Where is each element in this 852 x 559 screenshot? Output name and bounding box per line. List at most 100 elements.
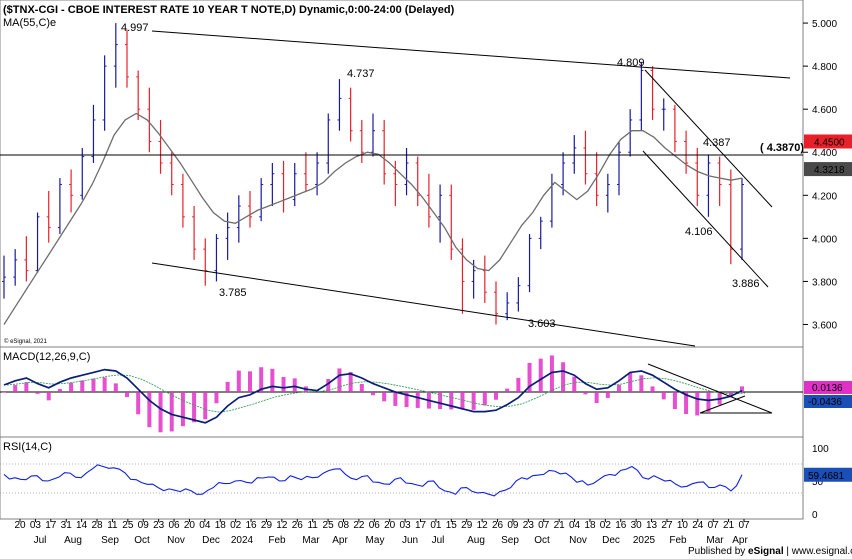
x-month-label: Nov — [569, 535, 587, 546]
price-bar — [583, 130, 588, 185]
macd-hist-bar — [527, 362, 532, 392]
macd-hist-bar — [605, 392, 610, 398]
macd-hist-bar — [91, 378, 96, 392]
price-bar — [684, 130, 689, 174]
macd-hist-bar — [192, 392, 197, 423]
x-tick-label: 07 — [708, 520, 720, 531]
price-bar — [147, 87, 152, 153]
price-tick-0: 5.000 — [812, 19, 837, 30]
x-tick-label: 16 — [246, 520, 258, 531]
macd-hist-bar — [706, 392, 711, 412]
macd-hist-bar — [482, 392, 487, 406]
price-tick-7: 3.600 — [812, 320, 837, 331]
macd-badge-2: -0.0436 — [804, 395, 852, 408]
x-month-label: Sep — [501, 535, 519, 546]
x-tick-label: 03 — [30, 520, 42, 531]
macd-hist-bar — [583, 392, 588, 395]
price-bar — [69, 169, 74, 213]
annotation-high-3: 4.809 — [617, 57, 645, 69]
x-tick-label: 10 — [677, 520, 689, 531]
annotation-low-1: 4.106 — [685, 226, 713, 238]
price-candles — [2, 23, 744, 325]
macd-hist-bar — [225, 381, 230, 392]
macd-hist-bar — [505, 388, 510, 392]
macd-hist-bar — [549, 355, 554, 392]
x-month-label: Oct — [534, 535, 550, 546]
price-badge-last: 4.4500 — [804, 134, 852, 149]
x-tick-label: 16 — [615, 520, 627, 531]
published-prefix: Published by — [688, 546, 748, 557]
price-bar — [404, 147, 409, 196]
x-month-label: Dec — [602, 535, 620, 546]
svg-text:0.0136: 0.0136 — [812, 383, 843, 394]
price-bar — [572, 135, 577, 174]
price-bar — [672, 104, 677, 153]
x-month-label: 2024 — [231, 535, 254, 546]
macd-hist-bar — [438, 392, 443, 410]
x-month-label: Nov — [167, 535, 185, 546]
x-month-label: Oct — [134, 535, 150, 546]
macd-triangle — [647, 363, 773, 414]
x-tick-label: 07 — [738, 520, 750, 531]
x-tick-label: 18 — [215, 520, 227, 531]
macd-hist-bar — [359, 383, 364, 392]
price-bar — [494, 281, 498, 325]
macd-hist-bar — [326, 379, 331, 392]
price-bar — [605, 173, 610, 213]
x-tick-label: 30 — [631, 520, 643, 531]
macd-hist-bar — [460, 392, 465, 410]
price-bar — [57, 178, 62, 235]
rsi-tick-1: 50 — [812, 477, 824, 488]
rsi-tick-2: 0 — [812, 510, 818, 521]
macd-hist-bar — [561, 362, 566, 392]
x-tick-label: 29 — [461, 520, 473, 531]
price-bar — [628, 109, 633, 157]
rsi-line — [3, 464, 743, 497]
annotation-low-3: 3.603 — [528, 318, 556, 330]
price-bar — [192, 206, 197, 260]
x-tick-label: 02 — [600, 520, 612, 531]
x-tick-label: 12 — [477, 520, 489, 531]
x-month-label: 2025 — [633, 535, 656, 546]
falling-wedge-bottom — [642, 150, 769, 288]
price-bar — [471, 259, 476, 299]
x-axis-month-labels: Jul Aug Sep Oct Nov Dec 2024 Feb Mar Apr May Jun Jul… — [34, 535, 749, 546]
x-tick-label: 23 — [523, 520, 535, 531]
x-tick-label: 08 — [338, 520, 350, 531]
macd-hist-bar — [35, 392, 40, 394]
price-bar — [717, 156, 722, 207]
price-bar — [538, 216, 543, 250]
x-tick-label: 31 — [61, 520, 73, 531]
macd-hist-bar — [203, 392, 208, 420]
rsi-badge: 59.4681 — [804, 467, 852, 482]
macd-hist-bar — [102, 377, 107, 392]
price-bar — [740, 178, 744, 260]
price-bar — [639, 61, 644, 131]
annotation-high-1: 4.997 — [121, 22, 149, 34]
x-month-label: Mar — [706, 535, 724, 546]
annotation-high-4: 4.387 — [703, 137, 731, 149]
x-tick-label: 17 — [415, 520, 427, 531]
macd-badge-1: 0.0136 — [804, 381, 852, 394]
x-tick-label: 09 — [507, 520, 519, 531]
rsi-title: RSI(14,C) — [3, 441, 52, 453]
svg-text:59.4681: 59.4681 — [808, 471, 845, 482]
macd-hist-bar — [214, 392, 219, 404]
price-bar — [728, 169, 733, 265]
macd-hist-bar — [594, 392, 599, 403]
price-bar — [248, 190, 252, 228]
price-tick-5: 4.000 — [812, 234, 837, 245]
macd-hist-bar — [661, 392, 666, 400]
price-bar — [2, 255, 6, 299]
rsi-y-axis: 100 50 0 — [812, 444, 829, 521]
resistance-level-label: ( 4.3870) — [760, 142, 804, 154]
price-bar — [292, 163, 297, 207]
macd-hist-bar — [69, 382, 74, 392]
macd-hist-bar — [46, 392, 51, 401]
trendlines — [151, 30, 791, 347]
x-month-label: Apr — [732, 535, 748, 546]
price-bar — [259, 178, 264, 222]
price-bar — [303, 152, 308, 191]
x-tick-label: 09 — [138, 520, 150, 531]
x-tick-label: 14 — [76, 520, 88, 531]
